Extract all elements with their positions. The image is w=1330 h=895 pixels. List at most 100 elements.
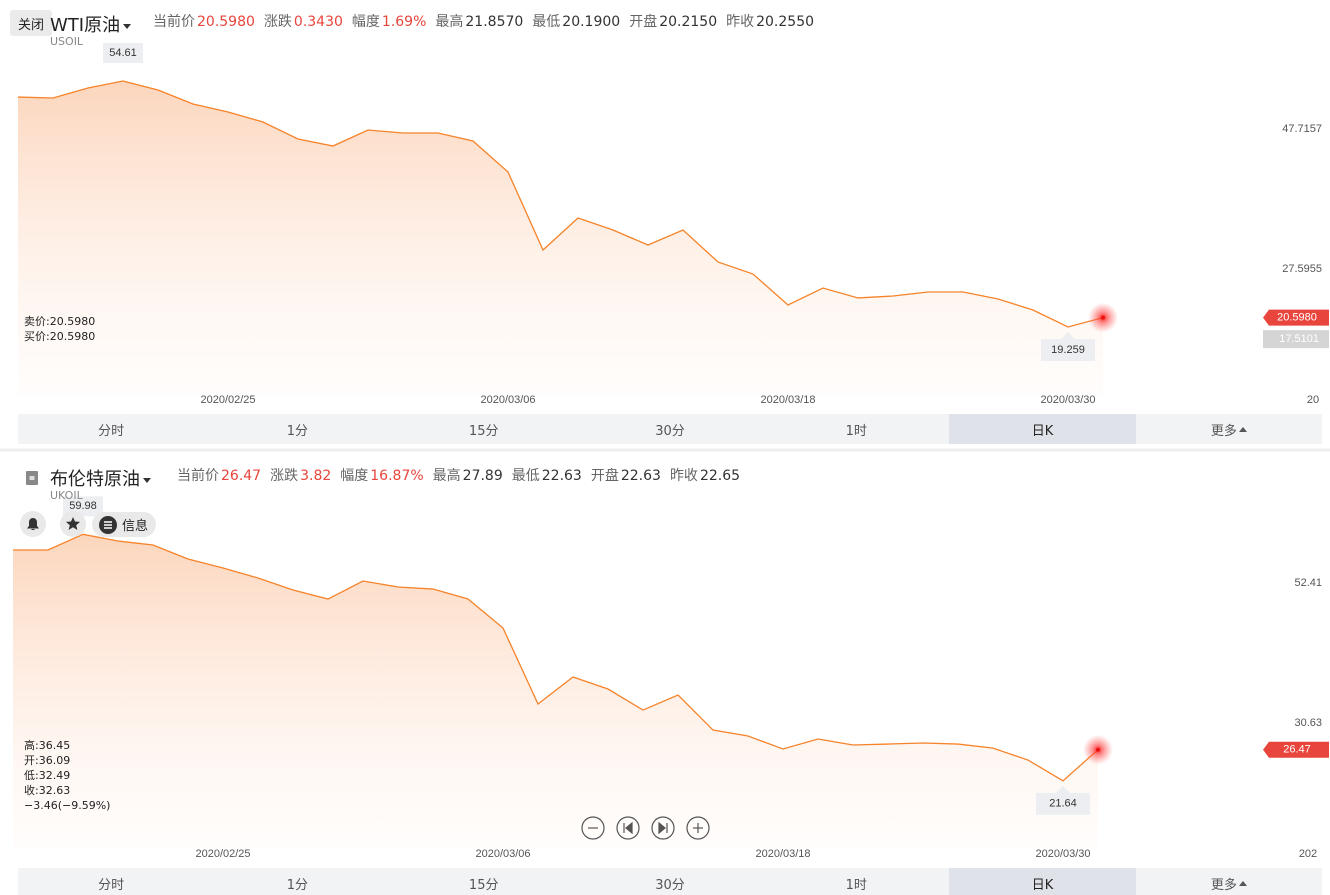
stat-label: 当前价 xyxy=(177,468,219,484)
period-tab[interactable]: 1时 xyxy=(763,414,949,444)
zoom-controls xyxy=(581,816,710,840)
period-tab[interactable]: 1分 xyxy=(204,868,390,895)
y-tick-label: 27.5955 xyxy=(1282,263,1322,275)
period-tab[interactable]: 1分 xyxy=(204,414,390,444)
stat-value: 20.1900 xyxy=(562,14,621,30)
stat-value: 22.63 xyxy=(541,468,582,484)
tab-label: 日K xyxy=(1031,877,1054,893)
min-label-box xyxy=(1036,785,1090,815)
tab-label: 15分 xyxy=(468,877,499,893)
info-icon xyxy=(99,515,117,534)
period-tab[interactable]: 更多 xyxy=(1136,868,1322,895)
period-tab[interactable]: 30分 xyxy=(577,868,763,895)
quote-info: 高:36.45 开:36.09 低:32.49 收:32.63 −3.46(−9.59%… xyxy=(24,738,110,813)
zoom-out[interactable] xyxy=(581,816,605,840)
y-tick-label: 52.41 xyxy=(1294,577,1322,589)
tab-label: 1时 xyxy=(845,423,867,439)
info-line: 卖价:20.5980 xyxy=(24,315,96,328)
symbol-title[interactable]: WTI原油 xyxy=(50,11,132,37)
price-area xyxy=(18,81,1103,395)
info-line: 高:36.45 xyxy=(24,739,71,752)
x-tick-label: 2020/03/18 xyxy=(760,394,815,406)
current-point xyxy=(1096,747,1100,752)
price-line xyxy=(17,80,1104,328)
price-tag: 26.47 xyxy=(1283,744,1311,756)
tab-caret xyxy=(1238,426,1247,432)
stat-label: 最低 xyxy=(511,468,540,484)
stat-label: 昨收 xyxy=(726,14,755,30)
x-tick-label: 2020/02/25 xyxy=(195,848,250,860)
title-text: 布伦特原油 xyxy=(50,469,140,490)
period-tabs: 分时 1分 15分 30分 1时 日K 更多 xyxy=(18,414,1322,444)
period-tab[interactable]: 分时 xyxy=(18,868,204,895)
stat-value: 0.3430 xyxy=(293,14,343,30)
stat-value: 20.2550 xyxy=(756,14,815,30)
first[interactable] xyxy=(616,816,640,840)
x-tick-label: 2020/02/25 xyxy=(200,394,255,406)
price-line xyxy=(13,533,1099,782)
period-tab[interactable]: 分时 xyxy=(18,414,204,444)
info-button[interactable]: 信息 xyxy=(92,512,156,537)
y-tick-label: 17.5101 xyxy=(1279,333,1319,345)
stat-value: 22.63 xyxy=(620,468,661,484)
tab-label: 1分 xyxy=(286,423,309,439)
info-button-text: 信息 xyxy=(122,519,149,534)
stat-value: 21.8570 xyxy=(465,14,524,30)
info-line: 低:32.49 xyxy=(24,769,71,782)
period-tab[interactable]: 30分 xyxy=(577,414,763,444)
price-tag-box xyxy=(1263,741,1329,758)
symbol-code: USOIL xyxy=(50,35,84,48)
x-tick-label: 2020/03/06 xyxy=(475,848,530,860)
info-line: 开:36.09 xyxy=(24,754,71,767)
toolbar-icons xyxy=(20,471,86,537)
tab-label: 日K xyxy=(1031,423,1054,439)
period-tab[interactable]: 15分 xyxy=(391,414,577,444)
tab-label: 15分 xyxy=(468,423,499,439)
stat-value: 1.69% xyxy=(381,14,427,30)
period-tab[interactable]: 日K xyxy=(949,414,1136,444)
stat-label: 幅度 xyxy=(340,468,369,484)
current-point xyxy=(1101,315,1105,320)
stat-value: 3.82 xyxy=(300,468,332,484)
last[interactable] xyxy=(651,816,675,840)
zoom-in[interactable] xyxy=(686,816,710,840)
tab-label: 30分 xyxy=(655,877,685,893)
stat-label: 当前价 xyxy=(153,14,195,30)
tab-label: 1时 xyxy=(845,877,867,893)
info-line: 收:32.63 xyxy=(24,784,71,797)
info-line: 买价:20.5980 xyxy=(24,330,96,343)
quote-info: 卖价:20.5980 买价:20.5980 xyxy=(24,314,95,344)
period-tab[interactable]: 15分 xyxy=(391,868,577,895)
min-label-box xyxy=(1041,331,1095,361)
stat-label: 最高 xyxy=(435,14,464,30)
stat-value: 20.5980 xyxy=(197,14,255,30)
stat-label: 涨跌 xyxy=(263,14,292,30)
period-tab[interactable]: 1时 xyxy=(763,868,949,895)
y-tick-box xyxy=(1263,330,1329,349)
tab-label: 1分 xyxy=(286,877,309,893)
quote-stats: 当前价 20.5980 涨跌 0.3430 幅度 1.69% 最高 21.8570 最低 20.1… xyxy=(153,11,823,31)
close-button[interactable]: 关闭 xyxy=(10,10,52,36)
x-tick-label: 2020/03/06 xyxy=(480,394,535,406)
quote-stats: 当前价 26.47 涨跌 3.82 幅度 16.87% 最高 27.89 最低 22.63 开盘 22… xyxy=(177,465,749,485)
y-tick-label: 30.63 xyxy=(1294,717,1322,729)
stat-value: 26.47 xyxy=(221,468,262,484)
price-tag: 20.5980 xyxy=(1277,312,1317,324)
tab-label: 更多 xyxy=(1210,877,1237,893)
min-label: 19.259 xyxy=(1051,344,1085,356)
stat-value: 16.87% xyxy=(370,468,424,484)
tab-caret xyxy=(1238,880,1247,886)
max-label-box xyxy=(103,43,143,64)
stat-label: 开盘 xyxy=(629,14,658,30)
x-tick-label: 2020/03/30 xyxy=(1040,394,1095,406)
period-tab[interactable]: 更多 xyxy=(1136,414,1322,444)
x-tick-label: 202 xyxy=(1299,848,1317,860)
symbol-title[interactable]: 布伦特原油 xyxy=(50,465,151,491)
stat-value: 22.65 xyxy=(699,468,741,484)
stat-value: 20.2150 xyxy=(659,14,718,30)
period-tab[interactable]: 日K xyxy=(949,868,1136,895)
max-label: 54.61 xyxy=(109,47,137,59)
title-text: WTI原油 xyxy=(50,15,121,36)
